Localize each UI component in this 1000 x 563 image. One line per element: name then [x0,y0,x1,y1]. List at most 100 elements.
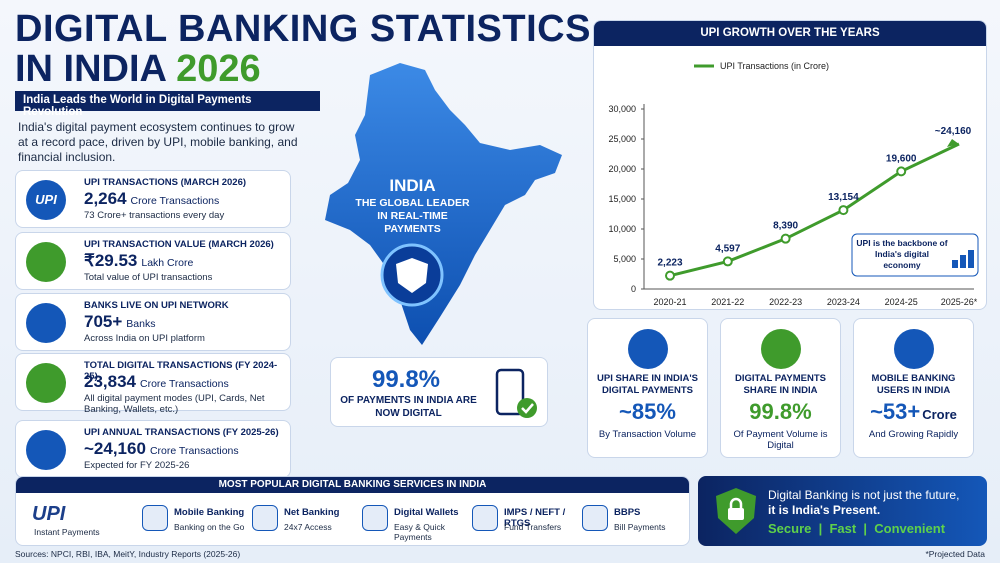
metric-card: DIGITAL PAYMENTS SHARE IN INDIA 99.8% Of P… [720,318,841,458]
metric-value-row: ~53+ Crore [854,399,973,425]
metric-value-row: ~85% [588,399,707,425]
value-label: 4,597 [715,243,740,254]
service-note: 24x7 Access [284,522,332,532]
stat-icon [26,303,66,343]
chart: 0 5,000 10,000 15,000 20,000 25,000 30,000 2020… [608,61,979,310]
stat-label: UPI ANNUAL TRANSACTIONS (FY 2025-26) [84,427,279,438]
stat-value-row: 705+ Banks [84,312,155,332]
stat-value-row: 23,834 Crore Transactions [84,372,229,392]
service-icon [362,505,388,531]
stat-unit: Banks [126,318,156,330]
y-tick-label: 0 [631,284,636,294]
metric-value: 99.8% [749,399,812,424]
service-label: Mobile Banking [174,507,245,518]
service-item: Net Banking 24x7 Access [252,503,364,541]
x-tick-label: 2021-22 [711,297,744,307]
highlight-value: 99.8% [371,366,441,393]
highlight-text: OF PAYMENTS IN INDIA ARE NOW DIGITAL [340,395,477,419]
stat-unit: Crore Transactions [130,195,220,207]
service-icon [142,505,168,531]
service-note: Bill Payments [614,522,666,532]
stat-icon [26,430,66,470]
stat-value-row: ₹29.53 Lakh Crore [84,251,193,271]
title: DIGITAL BANKING STATISTICS [15,8,591,50]
metric-label: MOBILE BANKING USERS IN INDIA [871,373,956,396]
stat-note: 73 Crore+ transactions every day [84,210,225,221]
stat-value-row: 2,264 Crore Transactions [84,189,219,209]
metric-note: By Transaction Volume [598,429,697,440]
metric-card: MOBILE BANKING USERS IN INDIA ~53+ Crore An… [853,318,974,458]
point [665,270,675,281]
title-line2: IN INDIA 2026 [15,48,261,91]
point [780,233,791,244]
stat-unit: Lakh Crore [141,257,194,269]
service-icon [472,505,498,531]
stat-label: BANKS LIVE ON UPI NETWORK [84,300,229,311]
metric-icon [761,329,801,369]
stat-value: ~24,160 [84,439,146,458]
stat-value: 23,834 [84,372,136,391]
footer-banner: Digital Banking is not just the future, … [698,476,987,546]
stat-label: UPI TRANSACTION VALUE (MARCH 2026) [84,239,274,250]
stat-note: Total value of UPI transactions [84,272,213,283]
y-tick-label: 15,000 [608,194,636,204]
stat-label: TOTAL DIGITAL TRANSACTIONS (FY 2024-25) [84,360,278,382]
annotation-box [851,233,979,277]
annotation-holder: UPI is the backbone of India's digital e… [856,238,947,270]
metric-icon [894,329,934,369]
service-item: Digital Wallets Easy & Quick Payments [362,503,474,542]
service-note: Instant Payments [34,527,100,537]
service-note: Easy & Quick Payments [394,522,446,542]
x-tick-label: 2023-24 [827,297,860,307]
service-note: Fund Transfers [504,522,562,532]
service-label: IMPS / NEFT / RTGS [504,507,566,529]
service-item: IMPS / NEFT / RTGS Fund Transfers [472,503,584,541]
service-icon [582,505,608,531]
stat-icon [26,363,66,403]
stat-value: ₹29.53 [84,251,138,270]
service-label: Digital Wallets [394,507,459,518]
chart-panel: UPI GROWTH OVER THE YEARS 0 5,000 10,000 15… [593,20,987,310]
footer-line2: it is India's Present. [768,503,881,517]
series-line [669,142,960,278]
stat-note: Expected for FY 2025-26 [84,460,190,471]
point-arrow [947,139,959,148]
stat-unit: Crore Transactions [140,378,229,390]
value-label: ~24,160 [935,126,972,137]
value-label: 2,223 [657,258,682,269]
intro: India's digital payment ecosystem contin… [18,120,298,164]
title-text: IN INDIA [15,48,166,90]
stat-card: TOTAL DIGITAL TRANSACTIONS (FY 2024-25) 2… [15,353,291,415]
y-tick-label: 5,000 [613,254,636,264]
metric-label: UPI SHARE IN INDIA'S DIGITAL PAYMENTS [597,373,698,396]
stat-icon: UPI [26,180,66,220]
services-panel: MOST POPULAR DIGITAL BANKING SERVICES IN… [15,476,690,546]
metric-icon [628,329,668,369]
map-shape [325,63,562,345]
stat-logo: UPI [35,192,57,207]
value-label: 13,154 [828,192,859,203]
stat-note: All digital payment modes (UPI, Cards, N… [84,393,265,415]
metric-card: UPI SHARE IN INDIA'S DIGITAL PAYMENTS ~85… [587,318,708,458]
value-label: 19,600 [886,153,917,164]
stat-value-row: ~24,160 Crore Transactions [84,439,239,459]
phone-icon [495,368,537,418]
metric-value-row: 99.8% [721,399,840,425]
service-item: UPI Instant Payments [32,503,144,541]
point [896,166,907,177]
metric-note: Of Payment Volume is Digital [733,429,828,451]
x-tick-note: (Projected) [939,308,978,310]
stat-card: UPI TRANSACTION VALUE (MARCH 2026) ₹29.53… [15,232,291,290]
stat-value: 705+ [84,312,123,331]
y-tick-label: 20,000 [608,164,636,174]
metric-unit: Crore [922,407,957,422]
y-tick-label: 25,000 [608,134,636,144]
sources: Sources: NPCI, RBI, IBA, MeitY, Industry… [15,549,241,559]
projected-note: *Projected Data [925,549,985,559]
service-label: BBPS [614,507,641,518]
services-title: MOST POPULAR DIGITAL BANKING SERVICES IN… [16,477,689,493]
stat-label: UPI TRANSACTIONS (MARCH 2026) [84,177,247,188]
footer-line1: Digital Banking is not just the future, [768,488,960,502]
service-label: Net Banking [284,507,340,518]
